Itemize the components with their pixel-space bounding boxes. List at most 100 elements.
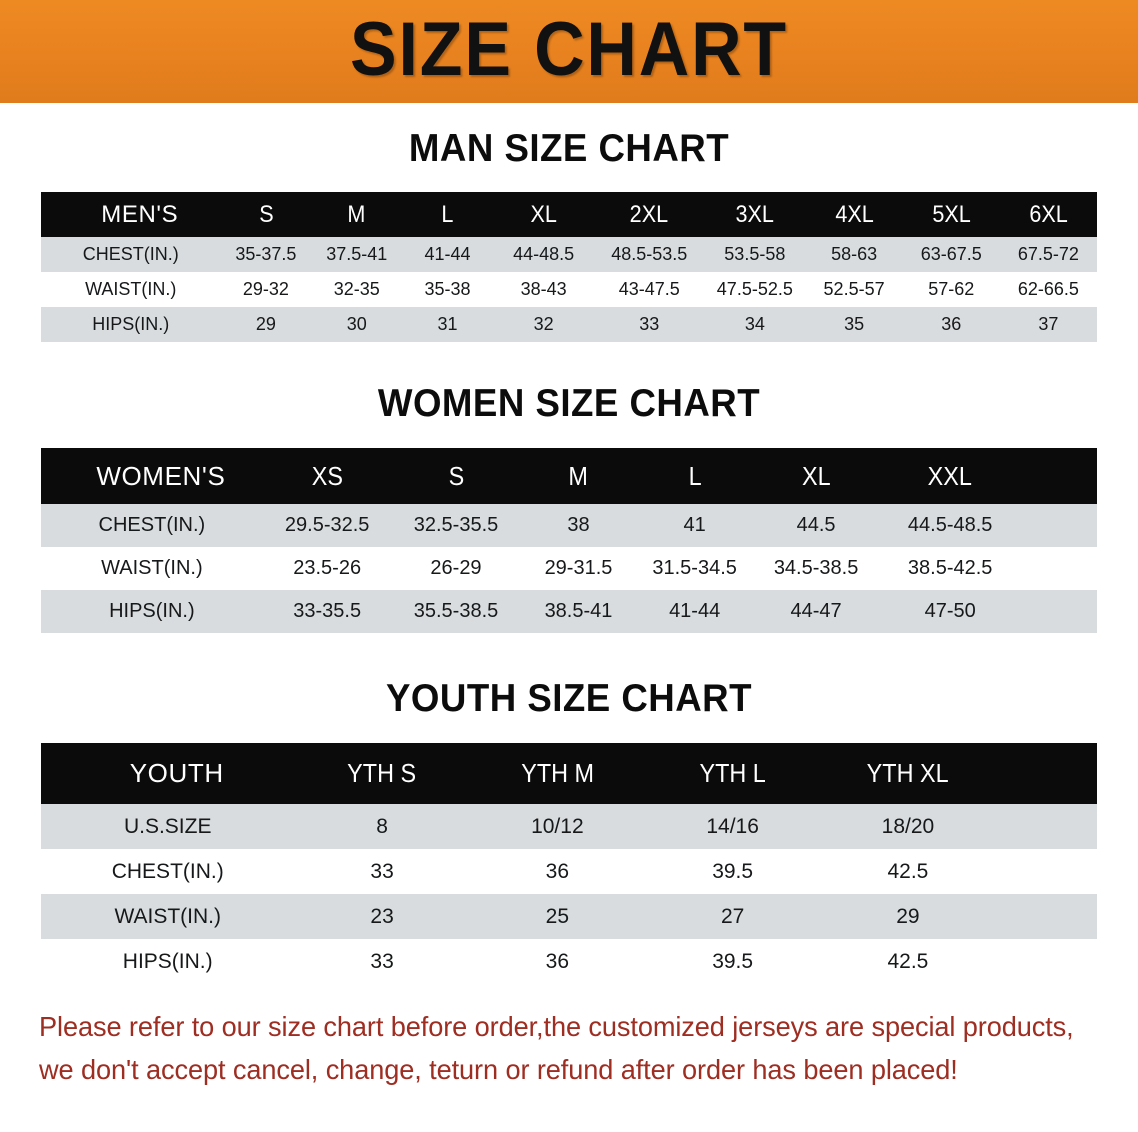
man-hips-5xl: 36 bbox=[941, 314, 962, 334]
footer-disclaimer-line-1: Please refer to our size chart before or… bbox=[39, 1011, 1074, 1042]
women-waist-s: 26-29 bbox=[430, 557, 482, 579]
women-row-spacer bbox=[1021, 590, 1097, 633]
man-size-header-m: M bbox=[347, 200, 366, 228]
man-size-header-l: L bbox=[441, 200, 454, 228]
women-section-title: WOMEN SIZE CHART bbox=[377, 382, 761, 425]
women-row-label-waist: WAIST(IN.) bbox=[101, 557, 203, 579]
women-header-label: WOMEN'S bbox=[96, 460, 226, 491]
man-section-title: MAN SIZE CHART bbox=[408, 127, 730, 170]
youth-size-chart: YOUTH YTH S YTH M YTH L YTH XL U.S.SIZE … bbox=[41, 743, 1097, 984]
youth-hips-yth-s: 33 bbox=[370, 949, 394, 973]
table-row: CHEST(IN.) 29.5-32.5 32.5-35.5 38 41 44.… bbox=[41, 504, 1097, 547]
table-row: HIPS(IN.) 29 30 31 32 33 34 35 36 37 bbox=[41, 307, 1097, 342]
youth-row-spacer bbox=[996, 939, 1097, 984]
women-chest-xxl: 44.5-48.5 bbox=[907, 514, 993, 536]
women-row-spacer bbox=[1021, 547, 1097, 590]
youth-chest-yth-xl: 42.5 bbox=[887, 859, 929, 883]
youth-chest-yth-m: 36 bbox=[545, 859, 570, 883]
man-chest-5xl: 63-67.5 bbox=[920, 244, 982, 264]
man-waist-2xl: 43-47.5 bbox=[618, 279, 680, 299]
youth-row-label-us-size: U.S.SIZE bbox=[123, 814, 212, 838]
page-banner: SIZE CHART bbox=[0, 0, 1138, 103]
youth-size-header-yth-xl: YTH XL bbox=[866, 758, 949, 788]
man-hips-m: 30 bbox=[346, 314, 367, 334]
table-row: CHEST(IN.) 33 36 39.5 42.5 bbox=[41, 849, 1097, 894]
youth-row-spacer bbox=[996, 804, 1097, 849]
man-size-header-4xl: 4XL bbox=[834, 200, 874, 228]
women-hips-l: 41-44 bbox=[669, 600, 721, 622]
man-size-header-6xl: 6XL bbox=[1029, 200, 1068, 228]
man-hips-3xl: 34 bbox=[744, 314, 765, 334]
women-size-table: WOMEN'S XS S M L XL XXL CHEST(IN.) 29.5-… bbox=[41, 448, 1097, 633]
man-size-table: MEN'S S M L XL 2XL 3XL 4XL 5XL 6XL CHEST… bbox=[41, 192, 1097, 342]
man-waist-xl: 38-43 bbox=[520, 279, 567, 299]
women-hips-xxl: 47-50 bbox=[924, 600, 976, 622]
youth-chest-yth-s: 33 bbox=[370, 859, 394, 883]
table-row: WAIST(IN.) 23.5-26 26-29 29-31.5 31.5-34… bbox=[41, 547, 1097, 590]
youth-hips-yth-m: 36 bbox=[545, 949, 570, 973]
women-waist-m: 29-31.5 bbox=[544, 557, 613, 579]
women-hips-xs: 33-35.5 bbox=[293, 600, 362, 622]
man-row-label-hips: HIPS(IN.) bbox=[92, 314, 170, 334]
youth-row-label-hips: HIPS(IN.) bbox=[122, 949, 213, 973]
youth-row-label-waist: WAIST(IN.) bbox=[114, 904, 221, 928]
man-size-header-3xl: 3XL bbox=[735, 200, 775, 228]
youth-waist-yth-l: 27 bbox=[720, 904, 745, 928]
youth-section-title: YOUTH SIZE CHART bbox=[386, 677, 752, 720]
women-waist-l: 31.5-34.5 bbox=[652, 557, 737, 579]
women-hips-m: 38.5-41 bbox=[544, 600, 613, 622]
youth-waist-yth-m: 25 bbox=[545, 904, 570, 928]
man-hips-s: 29 bbox=[255, 314, 276, 334]
man-chest-6xl: 67.5-72 bbox=[1017, 244, 1079, 264]
women-header-row: WOMEN'S XS S M L XL XXL bbox=[41, 448, 1097, 504]
man-chest-s: 35-37.5 bbox=[235, 244, 297, 264]
youth-hips-yth-xl: 42.5 bbox=[887, 949, 929, 973]
youth-waist-yth-s: 23 bbox=[370, 904, 394, 928]
man-size-chart: MEN'S S M L XL 2XL 3XL 4XL 5XL 6XL CHEST… bbox=[41, 192, 1097, 342]
women-size-header-l: L bbox=[688, 460, 702, 491]
man-chest-2xl: 48.5-53.5 bbox=[611, 244, 688, 264]
man-waist-4xl: 52.5-57 bbox=[823, 279, 885, 299]
man-size-header-5xl: 5XL bbox=[932, 200, 971, 228]
man-header-label: MEN'S bbox=[101, 200, 179, 228]
youth-waist-yth-xl: 29 bbox=[896, 904, 920, 928]
youth-us-size-yth-s: 8 bbox=[376, 814, 388, 838]
women-size-header-xxl: XXL bbox=[928, 460, 973, 491]
youth-row-spacer bbox=[996, 849, 1097, 894]
table-row: WAIST(IN.) 29-32 32-35 35-38 38-43 43-47… bbox=[41, 272, 1097, 307]
man-waist-l: 35-38 bbox=[424, 279, 471, 299]
women-header-spacer bbox=[1021, 448, 1097, 504]
women-chest-s: 32.5-35.5 bbox=[413, 514, 499, 536]
man-size-header-2xl: 2XL bbox=[630, 200, 669, 228]
man-header-row: MEN'S S M L XL 2XL 3XL 4XL 5XL 6XL bbox=[41, 192, 1097, 237]
youth-size-header-yth-s: YTH S bbox=[347, 758, 417, 788]
footer-disclaimer: Please refer to our size chart before or… bbox=[39, 1006, 1074, 1091]
youth-hips-yth-l: 39.5 bbox=[712, 949, 754, 973]
table-row: HIPS(IN.) 33 36 39.5 42.5 bbox=[41, 939, 1097, 984]
women-size-header-xl: XL bbox=[801, 460, 831, 491]
man-hips-xl: 32 bbox=[533, 314, 554, 334]
man-row-label-chest: CHEST(IN.) bbox=[82, 244, 179, 264]
youth-size-header-yth-l: YTH L bbox=[699, 758, 766, 788]
page-title: SIZE CHART bbox=[350, 6, 788, 92]
women-size-header-m: M bbox=[568, 460, 589, 491]
youth-us-size-yth-l: 14/16 bbox=[706, 814, 759, 838]
youth-header-row: YOUTH YTH S YTH M YTH L YTH XL bbox=[41, 743, 1097, 804]
man-hips-4xl: 35 bbox=[844, 314, 865, 334]
women-waist-xxl: 38.5-42.5 bbox=[907, 557, 993, 579]
man-chest-m: 37.5-41 bbox=[326, 244, 388, 264]
man-waist-6xl: 62-66.5 bbox=[1017, 279, 1079, 299]
table-row: U.S.SIZE 8 10/12 14/16 18/20 bbox=[41, 804, 1097, 849]
youth-header-label: YOUTH bbox=[129, 758, 224, 788]
women-chest-xs: 29.5-32.5 bbox=[284, 514, 370, 536]
youth-row-spacer bbox=[996, 894, 1097, 939]
women-chest-l: 41 bbox=[683, 514, 706, 536]
women-row-label-hips: HIPS(IN.) bbox=[109, 600, 195, 622]
women-row-label-chest: CHEST(IN.) bbox=[98, 514, 206, 536]
man-size-header-s: S bbox=[258, 200, 274, 228]
youth-us-size-yth-m: 10/12 bbox=[531, 814, 584, 838]
man-row-label-waist: WAIST(IN.) bbox=[85, 279, 177, 299]
man-chest-3xl: 53.5-58 bbox=[724, 244, 786, 264]
man-chest-l: 41-44 bbox=[424, 244, 471, 264]
man-waist-5xl: 57-62 bbox=[928, 279, 975, 299]
